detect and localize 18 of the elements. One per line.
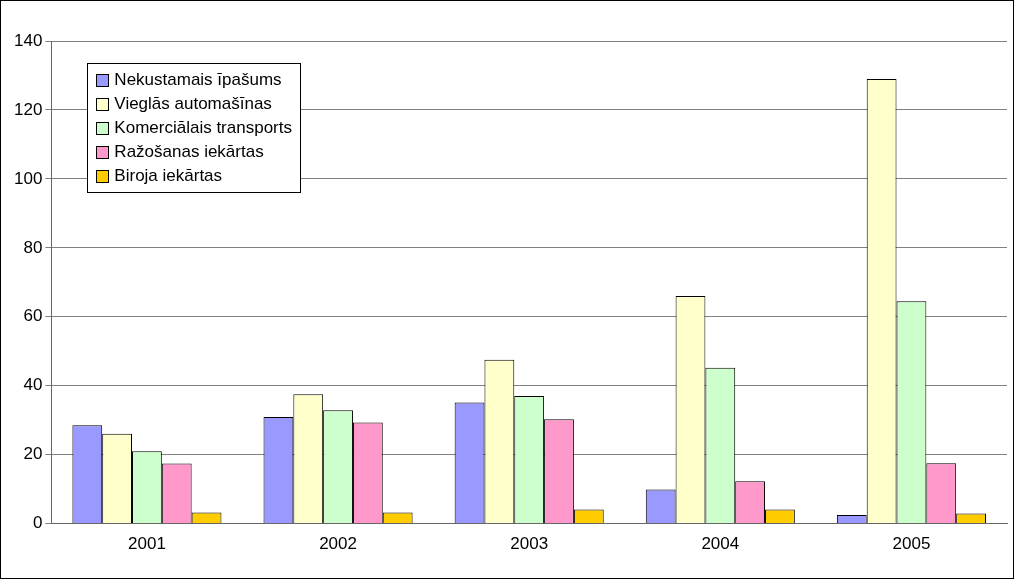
x-tick-label: 2003 [510,534,549,554]
y-tick-label: 60 [23,306,43,326]
x-tick-label: 2005 [892,534,931,554]
legend-label: Komerciālais transports [114,118,292,138]
y-tick-label: 80 [23,237,43,257]
y-tick-label: 0 [32,513,43,533]
legend-label: Nekustamais īpašums [114,70,282,90]
legend-label: Ražošanas iekārtas [114,142,264,162]
x-tick-label: 2004 [701,534,740,554]
y-tick-label: 100 [13,168,43,188]
x-tick-label: 2001 [128,534,166,554]
legend-label: Vieglās automašīnas [114,94,272,114]
legend-label: Biroja iekārtas [114,166,223,186]
y-tick-label: 20 [23,444,43,464]
x-tick-label: 2002 [319,534,357,554]
y-tick-label: 140 [13,30,43,50]
y-tick-label: 40 [23,375,43,395]
y-tick-label: 120 [13,99,43,119]
